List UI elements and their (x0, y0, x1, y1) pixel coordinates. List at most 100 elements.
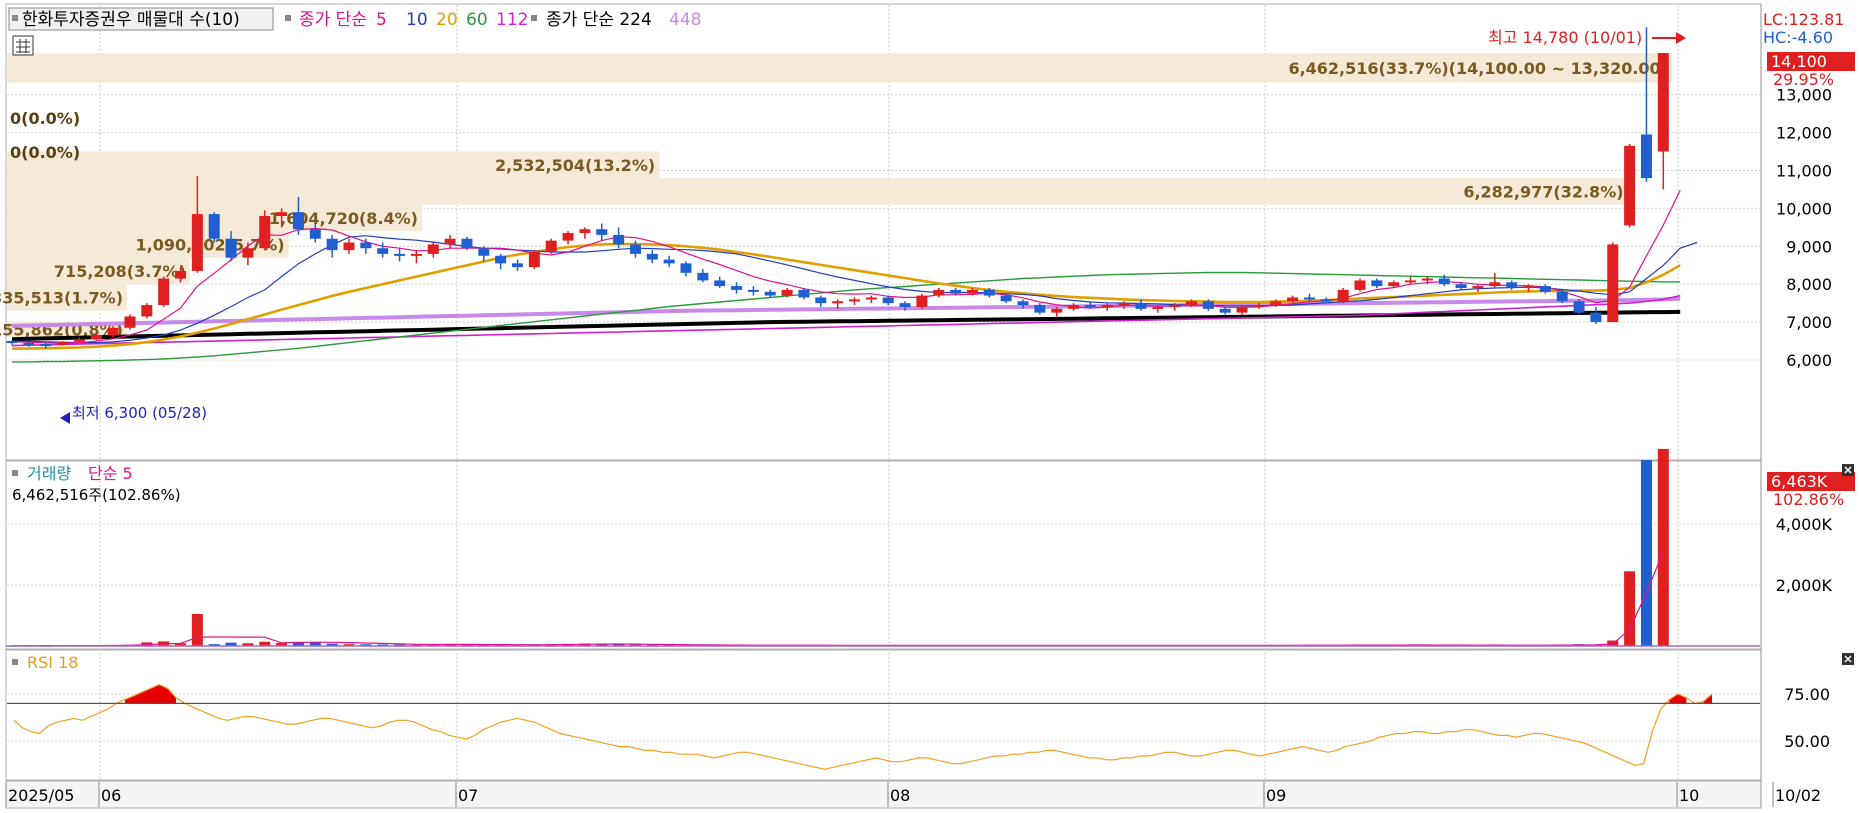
candle-body (882, 297, 894, 304)
legend-square-icon (285, 15, 291, 21)
price-tick-label: 10,000 (1776, 199, 1832, 218)
legend-square-icon (531, 15, 537, 21)
candle-body (377, 248, 389, 254)
candle-body (1101, 305, 1113, 308)
volume-bar (191, 613, 203, 646)
candle-body (629, 244, 641, 254)
low-marker-arrowhead-icon (60, 412, 70, 424)
ma-period-10[interactable]: 10 (406, 10, 428, 30)
axis-labels: 6,000 7,000 8,000 9,000 10,000 11,000 12,000 13… (5, 86, 1833, 807)
candle-body (899, 303, 911, 307)
rsi-title[interactable]: RSI 18 (27, 653, 78, 672)
volume-profile-label: 335,513(1.7%) (0, 288, 123, 307)
candle-body (815, 297, 827, 304)
candle-body (495, 255, 507, 264)
legend-square-icon (12, 659, 18, 665)
candle-body (562, 233, 574, 241)
candle-body (596, 229, 608, 235)
candle-body (747, 289, 759, 292)
candle-body (1405, 280, 1417, 283)
volume-profile: 6,462,516(33.7%)(14,100.00 ~ 13,320.00) 2… (0, 53, 1672, 340)
ma-period-112[interactable]: 112 (496, 10, 528, 30)
candle-body (292, 212, 304, 230)
volume-bar (377, 644, 389, 646)
volume-bar (1640, 459, 1652, 646)
candle-body (1000, 295, 1012, 302)
title-box[interactable] (8, 7, 274, 31)
candle-body (259, 215, 271, 249)
candle-body (1556, 291, 1568, 302)
candle-body (1624, 145, 1636, 226)
candle-body (1051, 308, 1063, 313)
candle-body (1270, 301, 1282, 306)
candle-body (158, 278, 170, 306)
candle-body (107, 327, 119, 336)
candle-body (343, 242, 355, 251)
candle-body (849, 299, 860, 302)
ma5-line (11, 189, 1681, 344)
high-marker-label: 최고 14,780 (10/01) (1488, 28, 1642, 47)
candle-body (1371, 280, 1383, 287)
candle-body (141, 305, 153, 317)
hc-label: HC:-4.60 (1763, 28, 1833, 47)
volume-bar (461, 644, 473, 646)
candle-body (1169, 305, 1181, 308)
candle-body (124, 316, 136, 328)
candle-body (175, 270, 186, 279)
volume-bar (225, 642, 237, 646)
candle-body (1607, 244, 1619, 323)
ma224-line (11, 309, 1681, 342)
volume-bar (444, 644, 456, 646)
candle-body (1590, 312, 1602, 323)
volume-profile-band (7, 178, 1628, 205)
rsi-tick-label: 50.00 (1784, 732, 1830, 751)
candle-body (983, 289, 995, 296)
volume-tick-label: 4,000K (1776, 515, 1833, 534)
volume-profile-label: 6,282,977(32.8%) (1463, 182, 1623, 201)
volume-bars (6, 448, 1760, 647)
candle-body (512, 263, 523, 268)
legend-square-icon (12, 15, 18, 21)
x-axis-bar (5, 780, 1762, 809)
candle-body (40, 344, 52, 347)
ma2-legend-label[interactable]: 종가 단순 224 (546, 10, 652, 30)
candle-body (1657, 53, 1669, 152)
candle-body (73, 339, 85, 342)
ma-legend-label[interactable]: 종가 단순 (299, 10, 367, 30)
candle-body (394, 253, 406, 256)
ma-period-5[interactable]: 5 (376, 10, 387, 30)
rsi-panel[interactable] (5, 649, 1762, 781)
grid-toggle-icon[interactable] (12, 35, 34, 56)
volume-bar (242, 643, 254, 646)
candle-body (933, 289, 945, 296)
candle-body (781, 289, 793, 296)
x-axis-label: 07 (458, 786, 478, 805)
volume-close-icon[interactable] (1842, 464, 1854, 476)
volume-ma-label[interactable]: 단순 5 (88, 464, 133, 483)
candle-body (1202, 301, 1214, 309)
candle-body (1017, 301, 1029, 306)
candle-body (208, 214, 220, 239)
candle-body (1573, 301, 1585, 313)
candles (6, 27, 1669, 349)
volume-title[interactable]: 거래량 (27, 464, 71, 483)
main-title: 한화투자증권우 매물대 수(10) (22, 10, 240, 30)
candle-body (1489, 282, 1501, 287)
candle-body (613, 234, 625, 245)
ma-period-20[interactable]: 20 (436, 10, 458, 30)
price-tick-label: 13,000 (1776, 86, 1832, 105)
ma-period-60[interactable]: 60 (466, 10, 488, 30)
ma60-line (12, 271, 1681, 363)
volume-bar (326, 643, 338, 646)
volume-panel[interactable] (5, 460, 1762, 650)
candle-body (680, 263, 692, 273)
rsi-close-icon[interactable] (1842, 653, 1854, 665)
candle-body (1118, 303, 1130, 306)
candle-body (276, 212, 288, 216)
volume-profile-label: 6,462,516(33.7%)(14,100.00 ~ 13,320.00) (1288, 59, 1668, 78)
ma-period-448[interactable]: 448 (669, 10, 701, 30)
candle-body (57, 341, 69, 345)
candle-body (427, 244, 439, 254)
candle-body (798, 289, 810, 298)
